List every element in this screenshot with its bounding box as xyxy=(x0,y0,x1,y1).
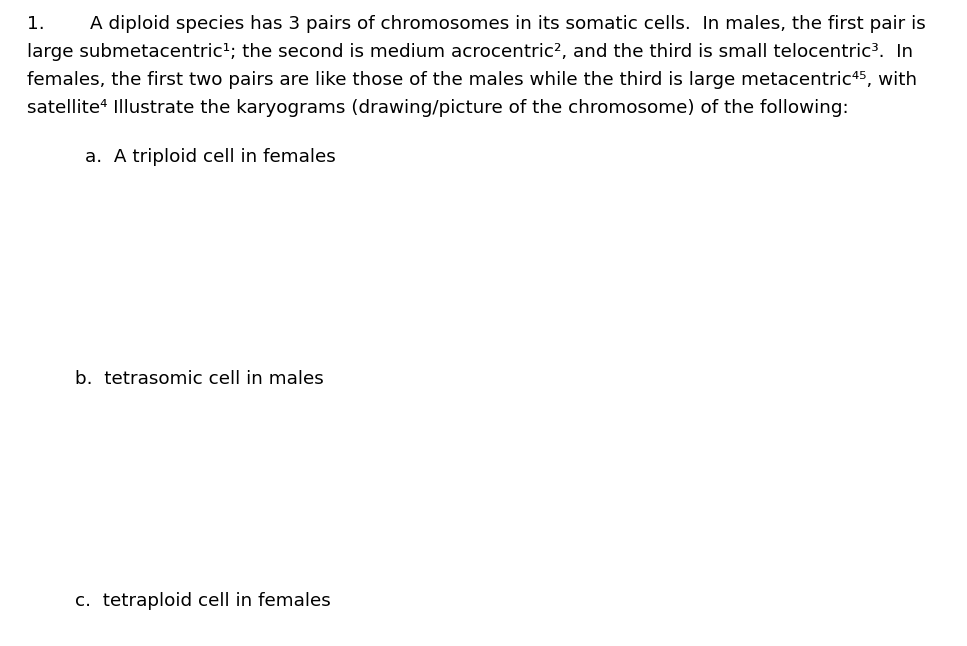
Text: b.  tetrasomic cell in males: b. tetrasomic cell in males xyxy=(75,370,324,388)
Text: 1.: 1. xyxy=(27,15,44,33)
Text: satellite⁴ Illustrate the karyograms (drawing/picture of the chromosome) of the : satellite⁴ Illustrate the karyograms (dr… xyxy=(27,99,849,117)
Text: c.  tetraploid cell in females: c. tetraploid cell in females xyxy=(75,592,331,610)
Text: large submetacentric¹; the second is medium acrocentric², and the third is small: large submetacentric¹; the second is med… xyxy=(27,43,913,61)
Text: A diploid species has 3 pairs of chromosomes in its somatic cells.  In males, th: A diploid species has 3 pairs of chromos… xyxy=(90,15,925,33)
Text: females, the first two pairs are like those of the males while the third is larg: females, the first two pairs are like th… xyxy=(27,71,917,89)
Text: a.  A triploid cell in females: a. A triploid cell in females xyxy=(85,148,336,166)
